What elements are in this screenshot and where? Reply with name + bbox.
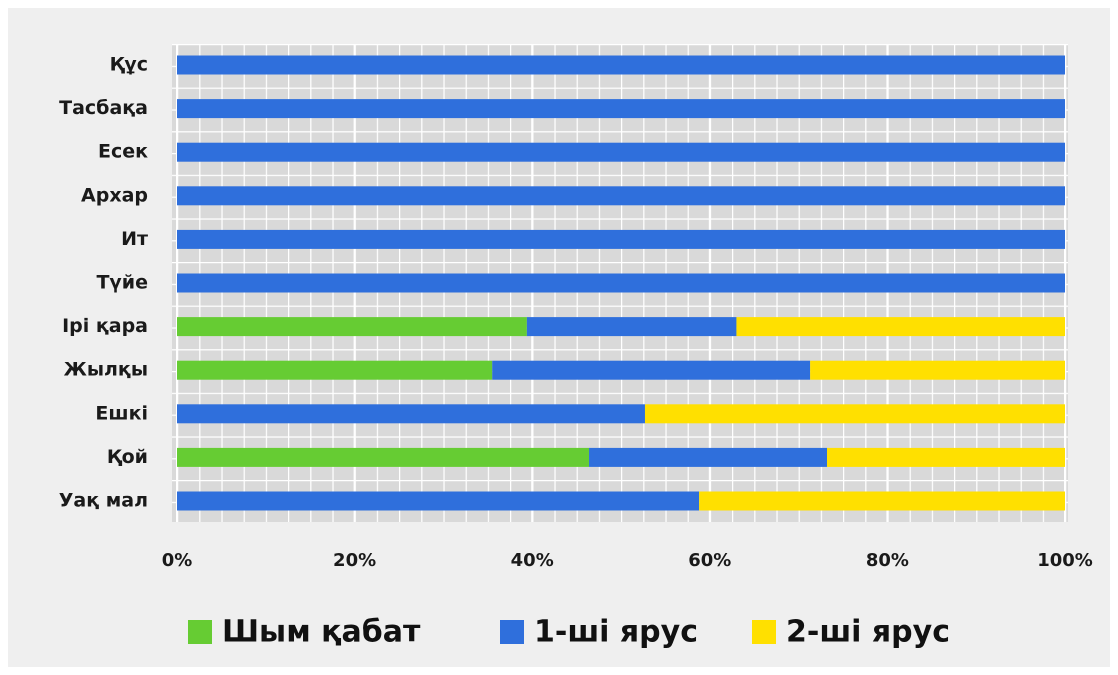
x-tick-label: 40%: [511, 550, 554, 571]
y-tick-label: Ешкі: [95, 402, 148, 424]
bar-segment: [177, 142, 1065, 162]
legend-label: 1-ші ярус: [534, 615, 698, 650]
bar-segment: [589, 447, 828, 467]
legend-swatch: [188, 620, 212, 644]
bar-segment: [644, 404, 1065, 424]
bar-segment: [827, 447, 1065, 467]
x-tick-label: 100%: [1037, 550, 1093, 571]
y-tick-label: Қой: [107, 446, 148, 468]
x-tick-label: 20%: [333, 550, 376, 571]
bar-segment: [177, 229, 1065, 249]
bar-segment: [177, 317, 527, 337]
bar-segment: [526, 317, 737, 337]
legend-label: Шым қабат: [222, 615, 421, 650]
bar-segment: [177, 99, 1065, 119]
y-tick-label: Ит: [121, 228, 148, 250]
y-tick-label: Уақ мал: [59, 490, 148, 512]
y-tick-label: Тасбақа: [59, 97, 148, 119]
y-tick-label: Құс: [110, 54, 148, 76]
x-tick-label: 60%: [688, 550, 731, 571]
bar-segment: [177, 404, 645, 424]
bar-segment: [810, 360, 1065, 380]
bar-segment: [177, 273, 1065, 293]
legend-swatch: [500, 620, 524, 644]
bar-segment: [492, 360, 811, 380]
legend-label: 2-ші ярус: [786, 615, 950, 650]
y-tick-label: Архар: [81, 184, 148, 206]
x-tick-label: 80%: [866, 550, 909, 571]
bar-segment: [177, 360, 493, 380]
x-tick-label: 0%: [162, 550, 193, 571]
bar-segment: [177, 55, 1065, 75]
legend-swatch: [752, 620, 776, 644]
bar-segment: [699, 491, 1065, 511]
y-tick-label: Түйе: [96, 272, 148, 294]
bar-segment: [177, 186, 1065, 206]
bar-segment: [736, 317, 1065, 337]
y-tick-label: Ірі қара: [62, 315, 148, 337]
bar-segment: [177, 447, 590, 467]
y-tick-label: Жылқы: [64, 359, 148, 381]
y-tick-label: Есек: [98, 141, 148, 163]
bar-segment: [177, 491, 700, 511]
